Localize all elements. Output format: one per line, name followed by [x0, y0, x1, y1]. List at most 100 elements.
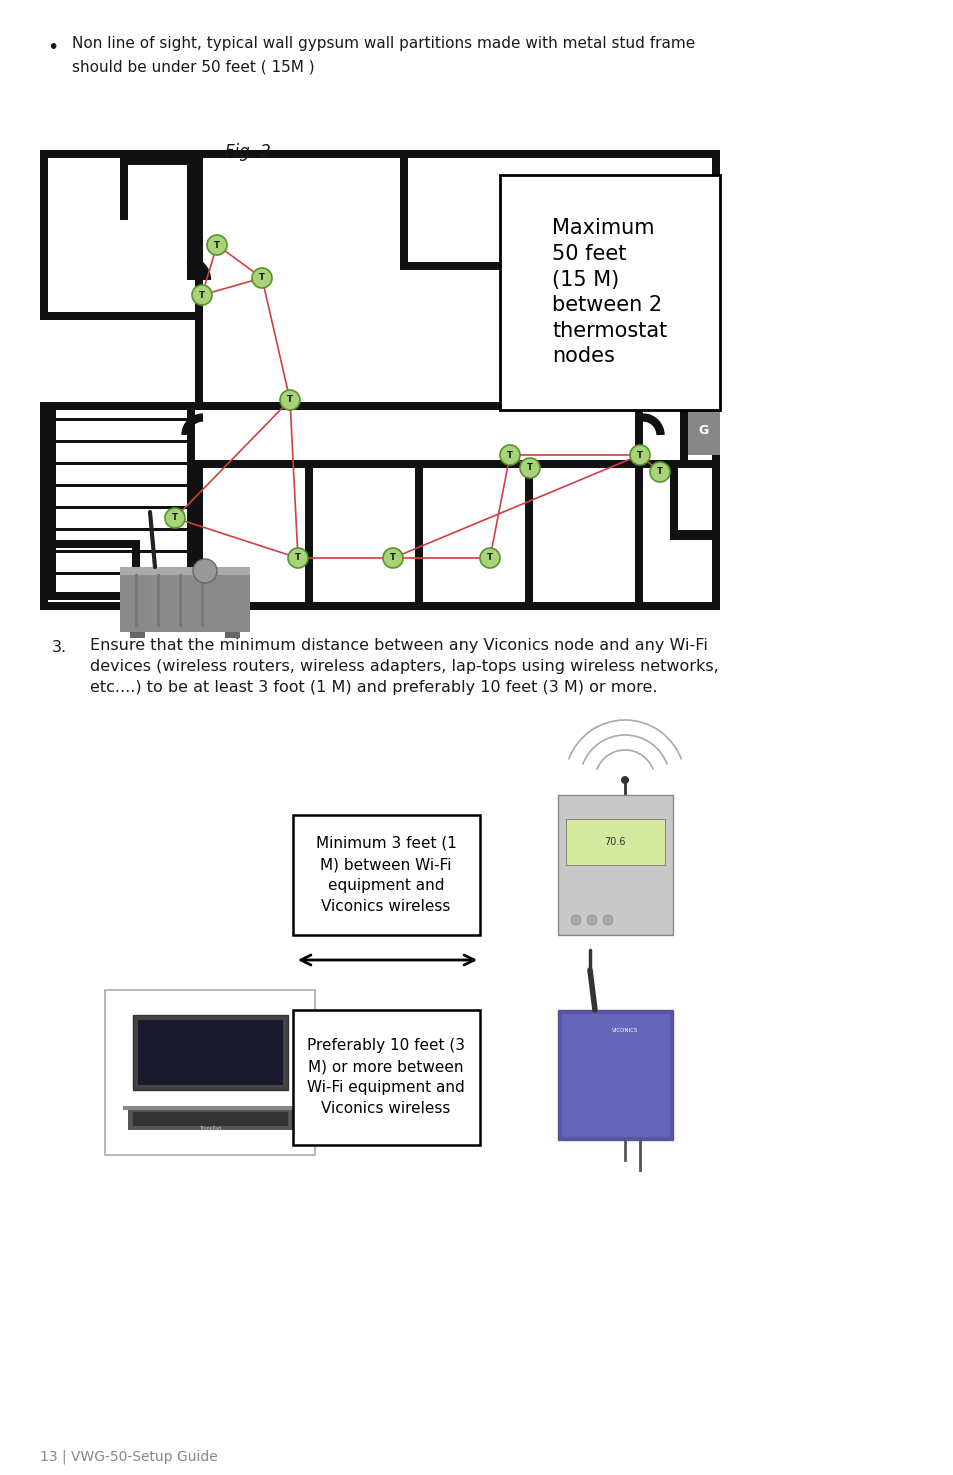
Bar: [120, 566, 250, 631]
Text: VICONICS: VICONICS: [611, 1028, 638, 1032]
Bar: [135, 574, 138, 627]
Bar: [399, 150, 408, 270]
Text: T: T: [526, 463, 533, 472]
Circle shape: [207, 235, 227, 255]
Bar: [203, 403, 720, 410]
Bar: [179, 574, 182, 627]
Bar: [48, 591, 194, 600]
Bar: [187, 403, 194, 600]
Bar: [669, 530, 720, 540]
Bar: [194, 460, 203, 611]
Bar: [132, 540, 140, 600]
Bar: [565, 819, 664, 864]
Bar: [635, 403, 720, 410]
Text: Fig. 2: Fig. 2: [225, 143, 271, 161]
Bar: [642, 403, 687, 410]
Bar: [561, 1013, 668, 1136]
Bar: [56, 440, 187, 442]
Bar: [415, 460, 422, 611]
Text: 3.: 3.: [52, 640, 67, 655]
Bar: [56, 417, 187, 420]
Bar: [572, 263, 579, 410]
Bar: [56, 550, 187, 553]
Bar: [524, 460, 533, 611]
Bar: [132, 1015, 288, 1090]
Circle shape: [571, 914, 580, 925]
Text: T: T: [172, 513, 178, 522]
Circle shape: [602, 914, 613, 925]
Bar: [194, 460, 720, 468]
Bar: [293, 816, 479, 935]
Bar: [711, 460, 720, 540]
Text: Minimum 3 feet (1
M) between Wi-Fi
equipment and
Viconics wireless: Minimum 3 feet (1 M) between Wi-Fi equip…: [315, 836, 456, 914]
Circle shape: [382, 549, 402, 568]
Bar: [120, 566, 250, 575]
Bar: [105, 990, 314, 1155]
Bar: [138, 1021, 283, 1086]
Bar: [40, 602, 720, 611]
Text: 70.6: 70.6: [603, 836, 625, 847]
Bar: [130, 631, 145, 639]
Text: T: T: [287, 395, 293, 404]
Bar: [48, 540, 140, 549]
Text: Maximum
50 feet
(15 M)
between 2
thermostat
nodes: Maximum 50 feet (15 M) between 2 thermos…: [552, 218, 667, 366]
Bar: [558, 795, 672, 935]
Bar: [711, 403, 720, 611]
Circle shape: [629, 445, 649, 465]
Bar: [56, 528, 187, 531]
Text: T: T: [294, 553, 300, 562]
Bar: [558, 1010, 672, 1140]
Text: ThinkPad: ThinkPad: [198, 1125, 221, 1130]
Bar: [56, 462, 187, 465]
Bar: [120, 150, 128, 220]
Bar: [56, 484, 187, 487]
Bar: [225, 631, 240, 639]
Bar: [499, 176, 720, 410]
Text: T: T: [390, 553, 395, 562]
Bar: [635, 460, 642, 611]
Text: T: T: [487, 553, 493, 562]
Text: T: T: [637, 450, 642, 460]
Text: 13 | VWG-50-Setup Guide: 13 | VWG-50-Setup Guide: [40, 1450, 217, 1465]
Bar: [399, 263, 579, 270]
Text: Ensure that the minimum distance between any Viconics node and any Wi-Fi
devices: Ensure that the minimum distance between…: [90, 639, 718, 695]
Circle shape: [519, 459, 539, 478]
Bar: [679, 403, 687, 460]
Bar: [132, 1112, 288, 1125]
Bar: [56, 572, 187, 575]
Bar: [48, 403, 56, 600]
Text: T: T: [199, 291, 205, 299]
Bar: [687, 407, 720, 454]
Bar: [669, 468, 678, 540]
Bar: [40, 403, 48, 611]
Circle shape: [288, 549, 308, 568]
Text: G: G: [699, 425, 708, 438]
Bar: [635, 403, 642, 460]
Circle shape: [499, 445, 519, 465]
Text: T: T: [259, 273, 265, 283]
Bar: [40, 150, 194, 158]
Circle shape: [165, 507, 185, 528]
Circle shape: [586, 914, 597, 925]
Bar: [157, 574, 160, 627]
Circle shape: [280, 389, 299, 410]
Circle shape: [620, 776, 628, 785]
Bar: [40, 150, 48, 320]
Text: T: T: [507, 450, 513, 460]
Circle shape: [193, 559, 216, 583]
Text: Preferably 10 feet (3
M) or more between
Wi-Fi equipment and
Viconics wireless: Preferably 10 feet (3 M) or more between…: [307, 1038, 464, 1117]
Text: T: T: [657, 468, 662, 476]
Bar: [194, 150, 720, 158]
Bar: [305, 460, 313, 611]
Circle shape: [192, 285, 212, 305]
Bar: [120, 150, 194, 165]
Circle shape: [558, 178, 601, 223]
Text: VCΞNCS: VCΞNCS: [562, 196, 597, 205]
Text: T: T: [213, 240, 220, 249]
Circle shape: [252, 268, 272, 288]
Circle shape: [649, 462, 669, 482]
Text: Non line of sight, typical wall gypsum wall partitions made with metal stud fram: Non line of sight, typical wall gypsum w…: [71, 35, 695, 52]
Bar: [128, 1108, 293, 1130]
Bar: [187, 150, 194, 280]
Bar: [48, 403, 194, 410]
